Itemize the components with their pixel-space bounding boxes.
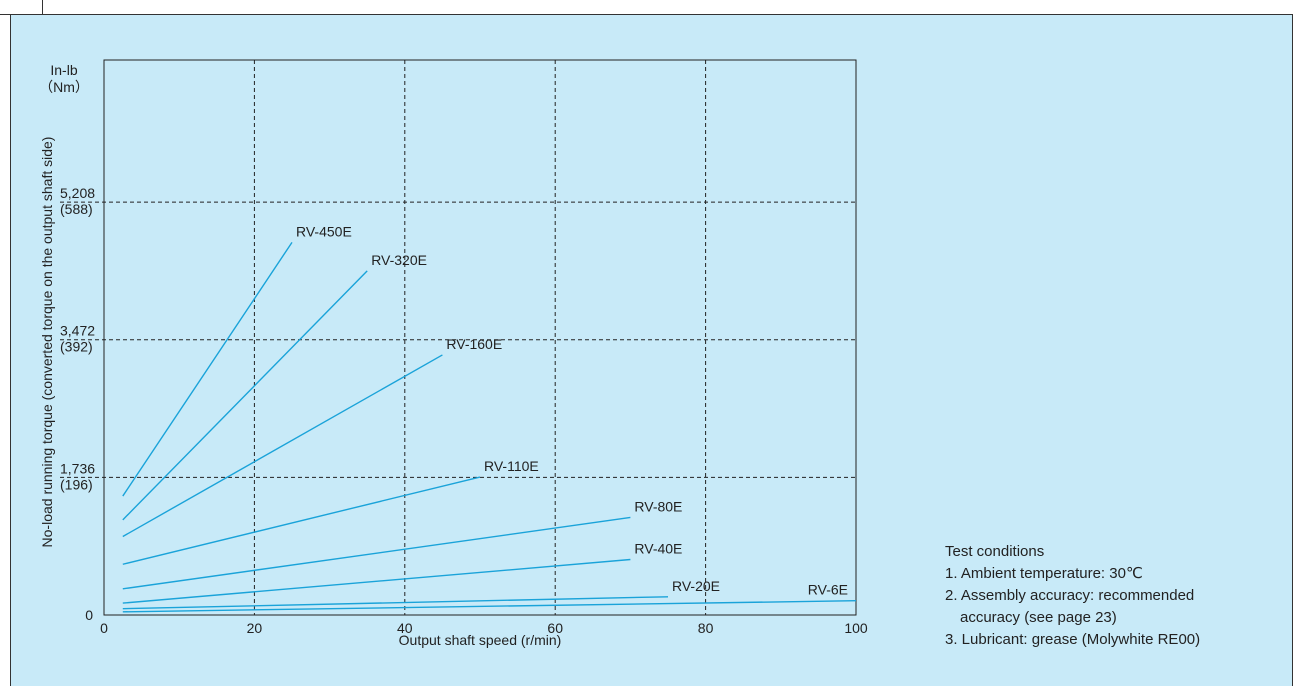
series-label: RV-6E bbox=[808, 582, 848, 598]
x-tick-label: 0 bbox=[100, 620, 108, 636]
series-label: RV-110E bbox=[484, 458, 539, 474]
series-line bbox=[122, 241, 293, 497]
x-tick-label: 60 bbox=[547, 620, 563, 636]
test-conditions: Test conditions 1. Ambient temperature: … bbox=[945, 541, 1285, 651]
series-line bbox=[122, 600, 857, 613]
series-label: RV-450E bbox=[296, 223, 352, 239]
y-unit-sublabel: （Nm） bbox=[39, 79, 89, 95]
x-axis-label: Output shaft speed (r/min) bbox=[399, 632, 562, 648]
condition-assembly-accuracy: 2. Assembly accuracy: recommended bbox=[945, 587, 1195, 604]
series-lines: RV-450E RV-320E RV-160E RV-110E RV-80E RV-40E… bbox=[122, 223, 857, 613]
condition-lubricant: 3. Lubricant: grease (Molywhite RE00) bbox=[945, 631, 1201, 648]
x-tick-label: 20 bbox=[247, 620, 263, 636]
y-tick-labels: 0 1,736(196) 3,472(392) 5,208(588) bbox=[60, 185, 95, 623]
grid-lines bbox=[60, 60, 856, 615]
series-label: RV-20E bbox=[672, 578, 720, 594]
x-tick-label: 100 bbox=[844, 620, 868, 636]
y-tick-label: 5,208 bbox=[60, 185, 95, 201]
y-unit-label: In-lb bbox=[50, 62, 77, 78]
plot-frame bbox=[103, 59, 857, 616]
condition-assembly-accuracy-cont: accuracy (see page 23) bbox=[960, 609, 1117, 626]
series-label: RV-40E bbox=[634, 541, 682, 557]
series-line bbox=[122, 558, 631, 604]
test-conditions-heading: Test conditions bbox=[945, 543, 1045, 560]
condition-ambient-temperature: 1. Ambient temperature: 30℃ bbox=[945, 565, 1143, 582]
series-label: RV-320E bbox=[371, 252, 427, 268]
x-tick-label: 40 bbox=[397, 620, 413, 636]
y-tick-label: 3,472 bbox=[60, 323, 95, 339]
x-tick-label: 80 bbox=[698, 620, 714, 636]
series-label: RV-160E bbox=[446, 336, 502, 352]
series-line bbox=[122, 596, 669, 610]
series-line bbox=[122, 354, 443, 538]
x-tick-labels: 0 20 40 60 80 100 bbox=[100, 620, 868, 636]
y-tick-label: 1,736 bbox=[60, 460, 95, 476]
series-line bbox=[122, 516, 631, 590]
series-label: RV-80E bbox=[634, 498, 682, 514]
y-tick-label: 0 bbox=[85, 607, 93, 623]
y-tick-sublabel: (392) bbox=[60, 339, 93, 355]
y-axis-label: No-load running torque (converted torque… bbox=[39, 137, 55, 548]
y-tick-sublabel: (196) bbox=[60, 476, 93, 492]
series-line bbox=[122, 476, 481, 565]
series-line bbox=[122, 270, 368, 521]
y-tick-sublabel: (588) bbox=[60, 201, 93, 217]
